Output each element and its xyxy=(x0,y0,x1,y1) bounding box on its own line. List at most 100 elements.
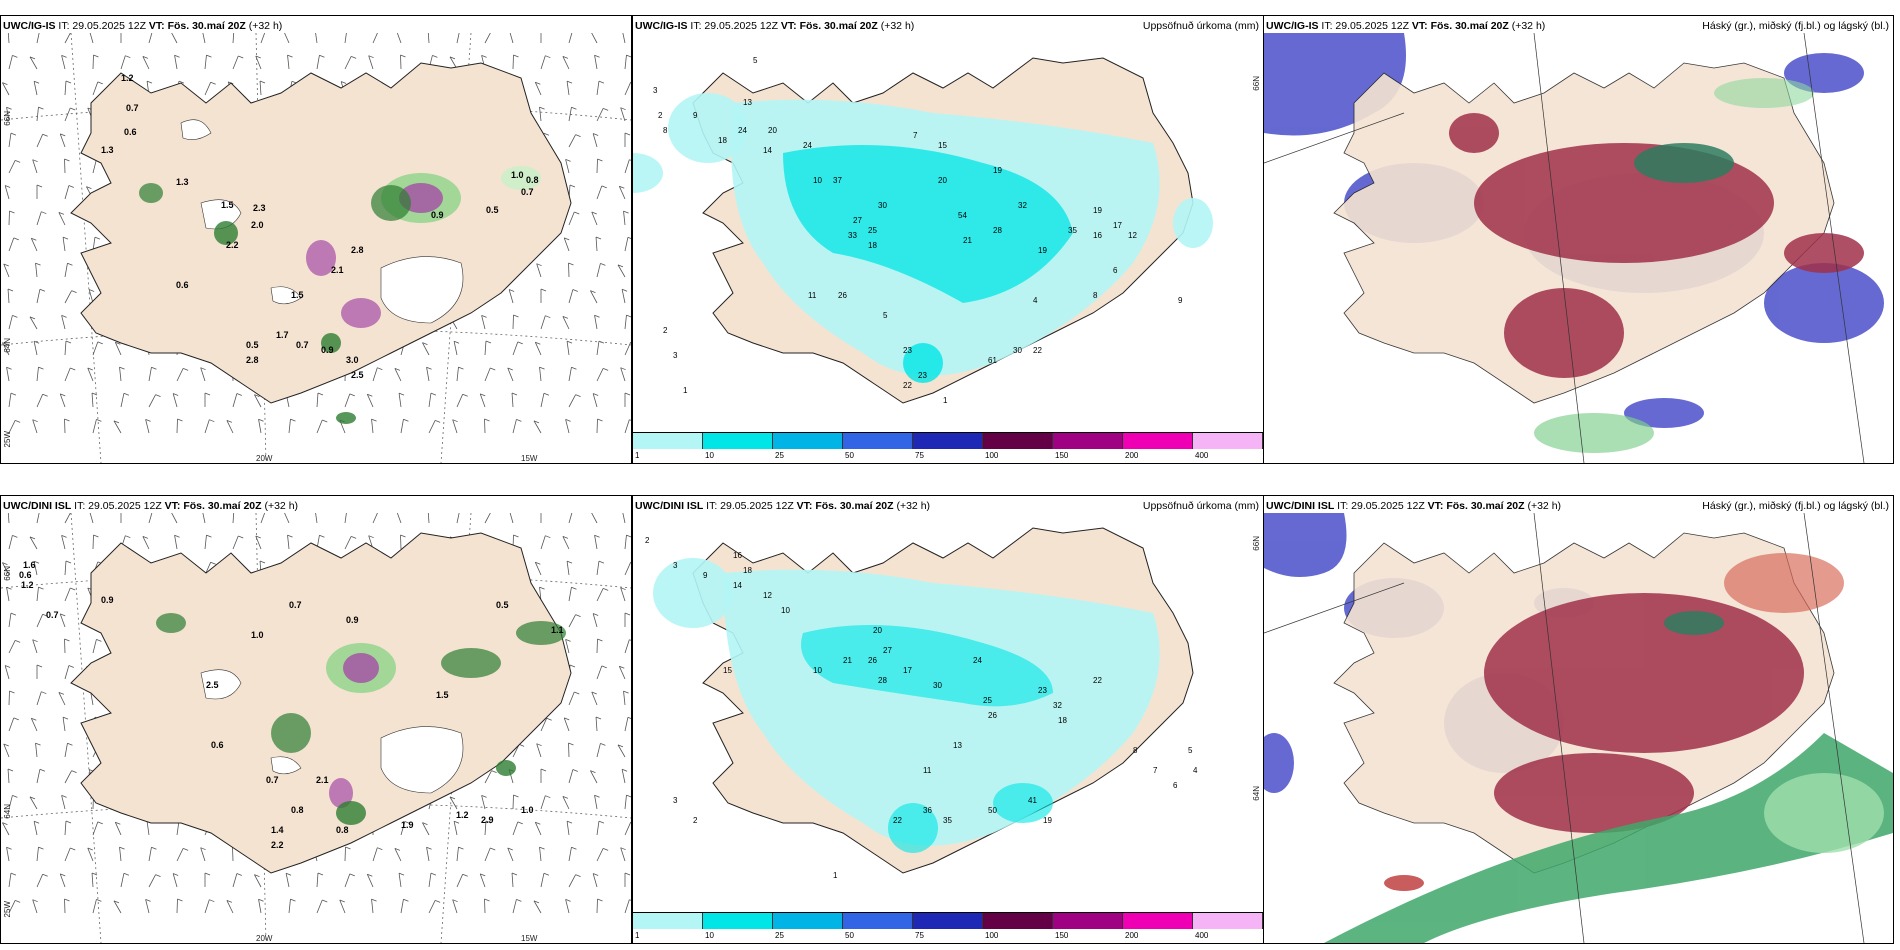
wind-barb xyxy=(623,211,626,226)
wind-barb-flag xyxy=(535,561,541,565)
wind-barb-flag xyxy=(39,768,46,772)
snow-label: 2.5 xyxy=(351,370,364,380)
wind-barb xyxy=(539,847,542,862)
wind-barb-flag xyxy=(38,586,44,590)
wind-barb xyxy=(568,107,572,122)
precip-label: 30 xyxy=(933,681,942,690)
wind-barb-flag xyxy=(432,55,438,58)
wind-barb-flag xyxy=(394,848,401,851)
wind-barb xyxy=(562,796,570,810)
wind-barb-flag xyxy=(400,534,406,538)
wind-barb-flag xyxy=(68,665,75,668)
wind-barb-flag xyxy=(574,691,580,695)
wind-barb-flag xyxy=(145,419,151,422)
precip-label: 54 xyxy=(958,211,967,220)
wind-barb-flag xyxy=(481,55,487,58)
precip-label: 2 xyxy=(693,816,698,825)
wind-barb-flag xyxy=(621,768,628,772)
wind-barb xyxy=(4,185,10,200)
wind-barb-flag xyxy=(516,419,522,422)
wind-barb xyxy=(64,770,72,784)
snow-label: 1.4 xyxy=(271,825,284,835)
wind-barb-flag xyxy=(626,794,631,798)
wind-barb xyxy=(8,873,12,888)
wind-barb xyxy=(595,717,598,732)
wind-barb xyxy=(344,536,352,550)
colorbar-segment xyxy=(983,913,1053,929)
wind-barb-flag xyxy=(426,366,432,370)
model-name: UWC/IG-IS xyxy=(3,20,56,32)
wind-barb-flag xyxy=(142,536,149,539)
wind-barb xyxy=(568,847,572,862)
wind-barb xyxy=(624,899,630,914)
lon-label-15: 15W xyxy=(521,454,538,463)
wind-barb xyxy=(33,341,38,356)
wind-barb-flag xyxy=(624,612,631,616)
wind-barb xyxy=(565,639,570,654)
vt-label: VT: xyxy=(164,500,181,512)
wind-barb-flag xyxy=(617,264,624,268)
wind-barb xyxy=(89,513,94,524)
panel-header: UWC/IG-IS IT: 29.05.2025 12Z VT: Fös. 30… xyxy=(1266,18,1889,34)
wind-barb xyxy=(596,848,604,862)
wind-barb xyxy=(591,691,598,706)
wind-barb xyxy=(284,513,290,524)
snow-label: 2.0 xyxy=(251,220,264,230)
wind-barb xyxy=(372,33,378,44)
wind-barb xyxy=(2,562,10,576)
wind-barb xyxy=(618,666,626,680)
wind-barb xyxy=(6,107,10,122)
wind-barb xyxy=(32,159,38,174)
wind-barb xyxy=(422,342,430,356)
wind-barb-flag xyxy=(32,899,38,903)
wind-barb-flag xyxy=(70,367,76,371)
colorbar-label: 100 xyxy=(985,931,999,940)
wind-barb xyxy=(509,33,514,44)
precip-label: 4 xyxy=(1033,296,1038,305)
wind-barb xyxy=(508,289,514,304)
wind-barb-flag xyxy=(12,795,18,798)
wind-barb-flag xyxy=(594,534,600,538)
wind-barb xyxy=(36,134,44,148)
colorbar-label: 1 xyxy=(635,451,640,460)
wind-barb xyxy=(512,821,519,836)
precip-label: 10 xyxy=(781,606,790,615)
wind-barb-flag xyxy=(29,316,36,320)
wind-barb xyxy=(3,263,10,278)
wind-barb-flag xyxy=(70,587,76,591)
precip-label: 15 xyxy=(938,141,947,150)
wind-barb xyxy=(33,81,38,96)
wind-barb-flag xyxy=(87,847,93,851)
wind-barb xyxy=(202,33,206,44)
wind-barb-flag xyxy=(71,290,77,294)
wind-barb xyxy=(394,848,402,862)
wind-barb xyxy=(512,341,519,356)
snow-label: 1.2 xyxy=(21,580,34,590)
wind-barb xyxy=(255,55,262,70)
wind-barb-flag xyxy=(155,874,161,878)
wind-barb xyxy=(92,899,97,914)
wind-barb xyxy=(8,613,12,628)
panel-title: Uppsöfnuð úrkoma (mm) xyxy=(1142,20,1259,32)
snow-label: 0.9 xyxy=(346,615,359,625)
wind-barb-flag xyxy=(60,873,66,877)
wind-barb xyxy=(453,341,458,356)
wind-barb-flag xyxy=(598,340,605,344)
wind-barb-flag xyxy=(64,638,70,642)
wind-barb xyxy=(64,81,67,96)
wind-barb xyxy=(481,795,486,810)
wind-barb-flag xyxy=(575,614,581,618)
model-name: UWC/DINI ISL xyxy=(3,500,72,512)
wind-barb-flag xyxy=(350,56,357,59)
snow-label: 0.6 xyxy=(211,740,224,750)
wind-barb-flag xyxy=(65,820,72,824)
wind-barb xyxy=(61,315,66,330)
wind-barb-flag xyxy=(430,872,437,876)
wind-barb-flag xyxy=(590,770,596,774)
snow-label: 0.7 xyxy=(126,103,139,113)
panel-top-right: UWC/IG-IS IT: 29.05.2025 12Z VT: Fös. 30… xyxy=(1263,15,1894,464)
precip-label: 1 xyxy=(833,871,838,880)
wind-barb xyxy=(148,874,156,888)
wind-barb-flag xyxy=(12,315,18,318)
wind-barb xyxy=(8,315,13,330)
